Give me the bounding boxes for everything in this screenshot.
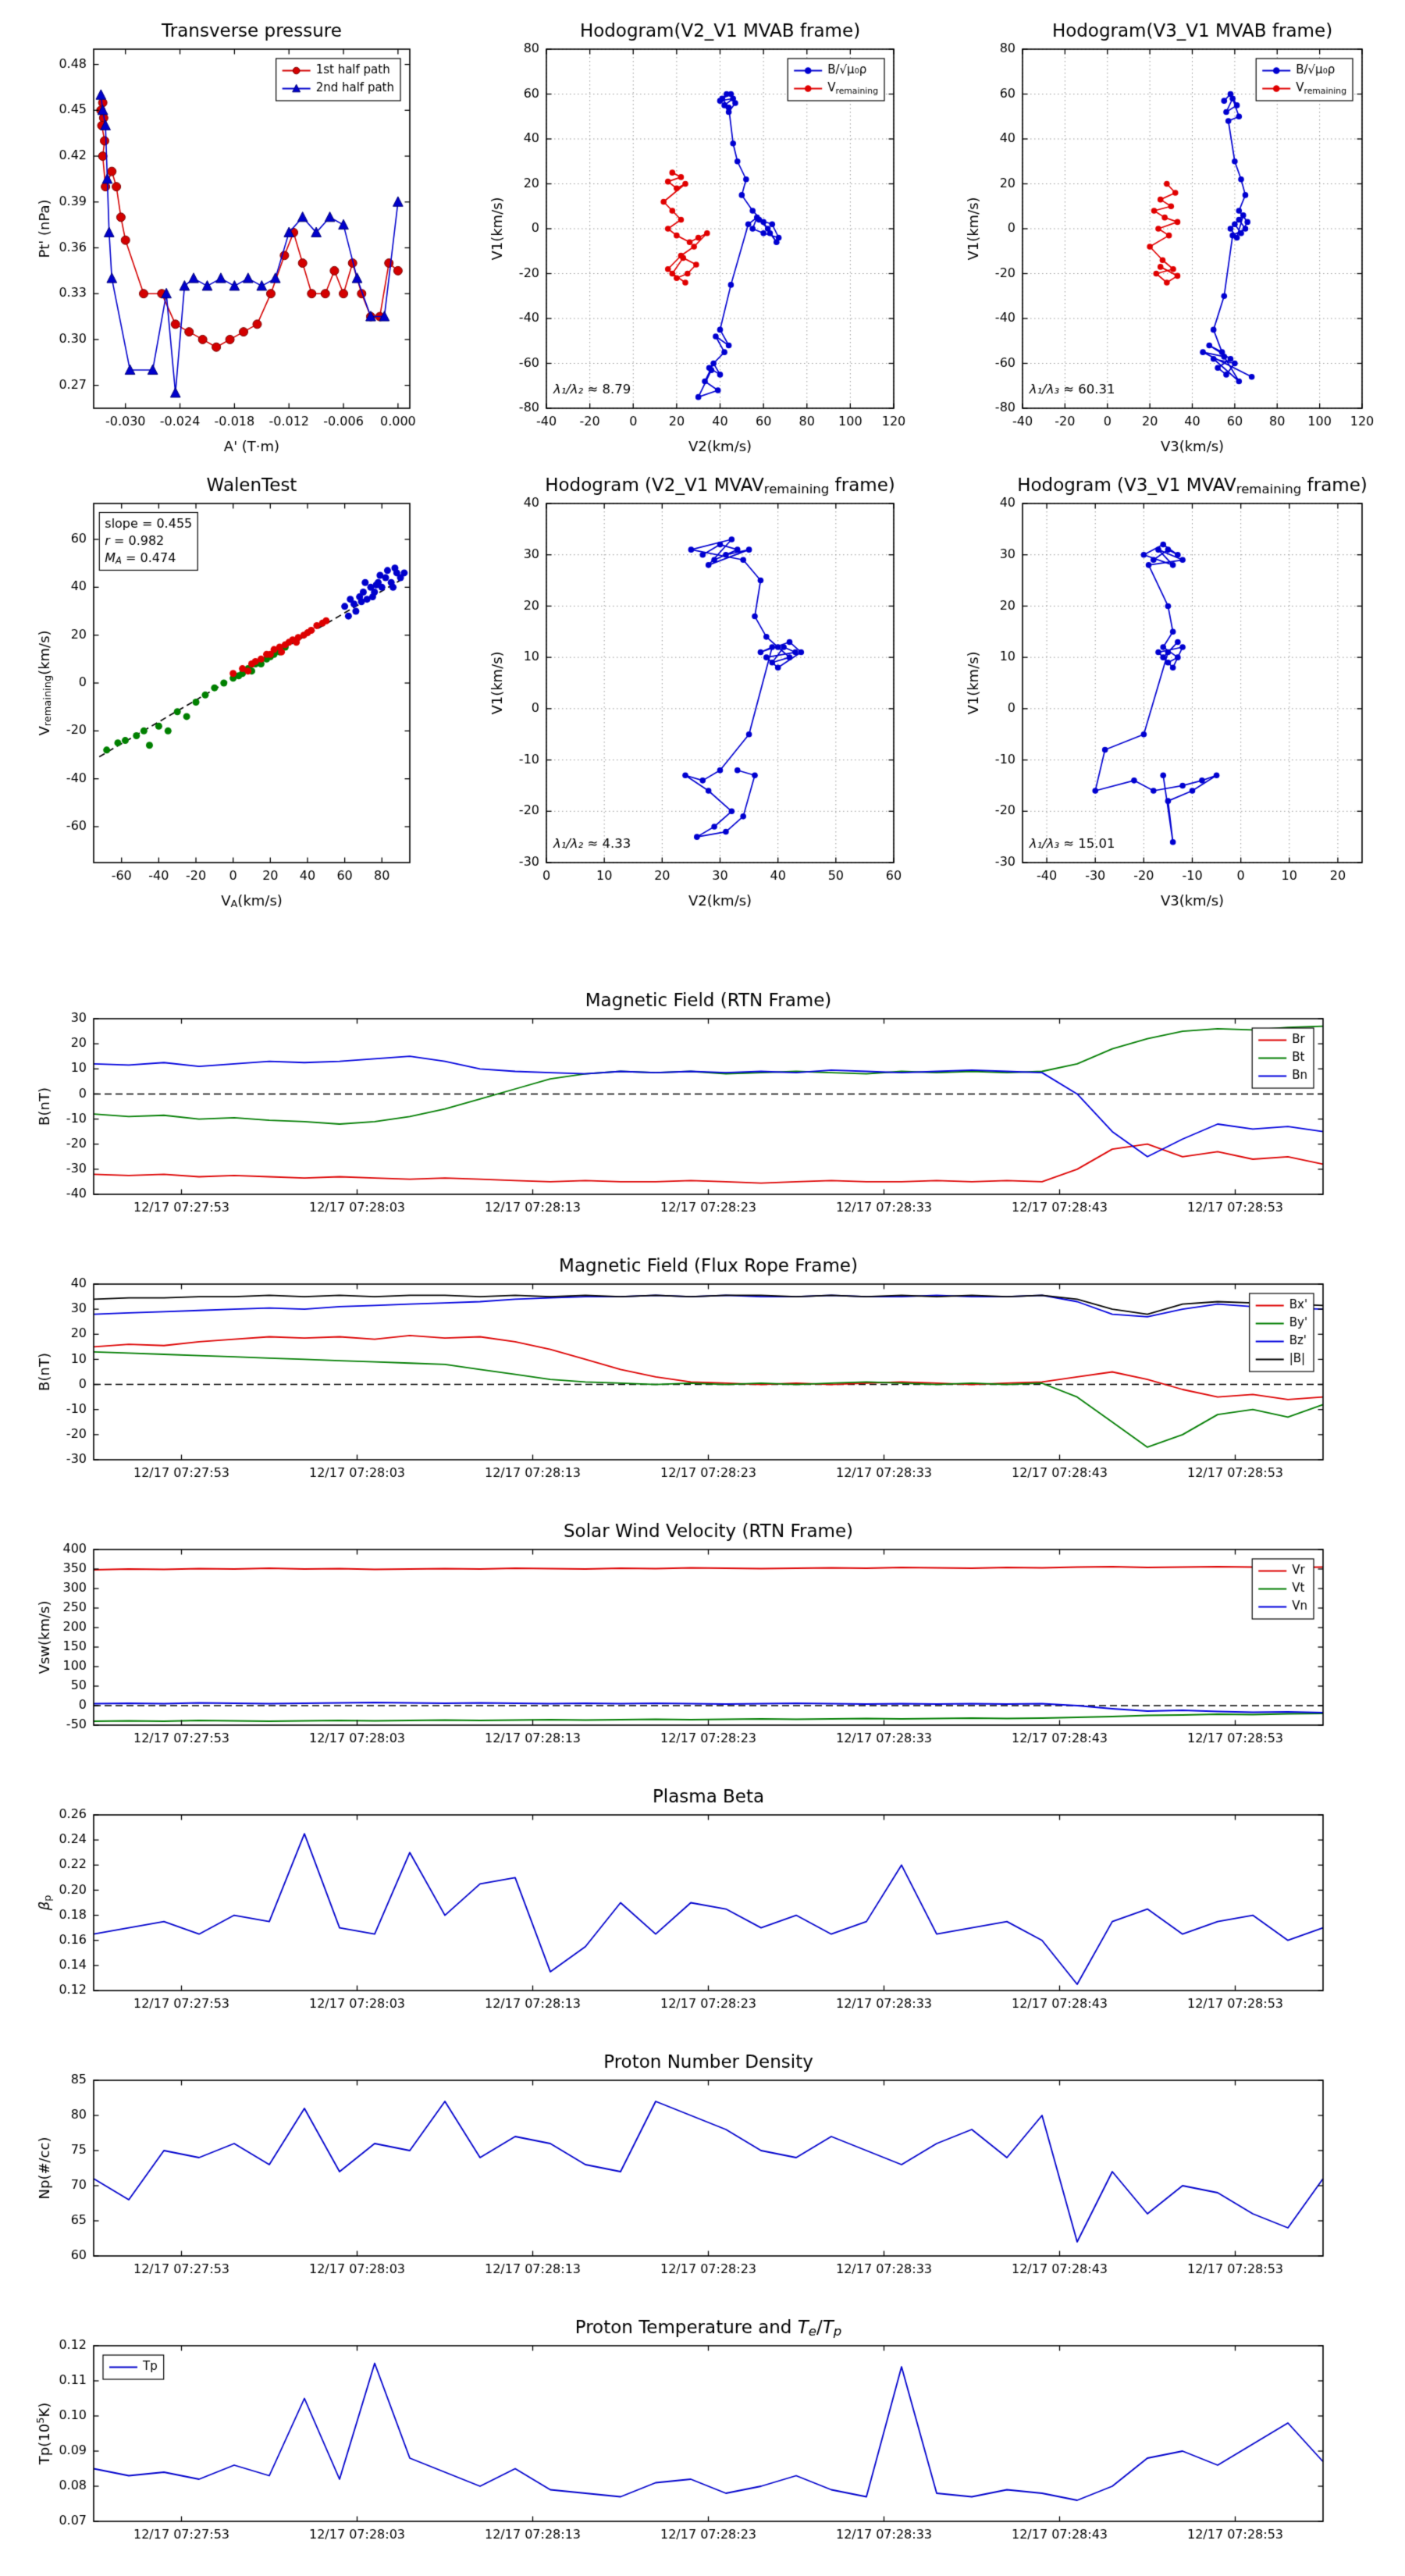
chart-canvas-hodogram-v2v1-mvab xyxy=(468,14,905,467)
panel-hodogram-v3v1-mvav: Hodogram (V3_V1 MVAV_remaining frame) xyxy=(944,468,1374,921)
panel-proton-temperature: Proton Temperature and Te/Tp xyxy=(16,2307,1389,2564)
panel-bfield-rtn: Magnetic Field (RTN Frame) xyxy=(16,980,1389,1237)
chart-canvas-transverse-pressure xyxy=(16,14,422,467)
chart-canvas-vsw-rtn xyxy=(16,1510,1389,1768)
chart-canvas-bfield-flux-rope xyxy=(16,1245,1389,1503)
chart-canvas-proton-density xyxy=(16,2041,1389,2299)
panel-transverse-pressure: Transverse pressure xyxy=(16,14,422,467)
panel-hodogram-v2v1-mvav: Hodogram (V2_V1 MVAV_remaining frame) xyxy=(468,468,905,921)
chart-canvas-hodogram-v3v1-mvab xyxy=(944,14,1374,467)
chart-canvas-proton-temperature xyxy=(16,2307,1389,2564)
panel-vsw-rtn: Solar Wind Velocity (RTN Frame) xyxy=(16,1510,1389,1768)
chart-canvas-plasma-beta xyxy=(16,1776,1389,2033)
chart-canvas-hodogram-v3v1-mvav xyxy=(944,468,1374,921)
panel-proton-density: Proton Number Density xyxy=(16,2041,1389,2299)
chart-canvas-walen-test xyxy=(16,468,422,921)
panel-walen-test: WalenTest xyxy=(16,468,422,921)
panel-bfield-flux-rope: Magnetic Field (Flux Rope Frame) xyxy=(16,1245,1389,1503)
panel-hodogram-v2v1-mvab: Hodogram(V2_V1 MVAB frame) xyxy=(468,14,905,467)
panel-plasma-beta: Plasma Beta xyxy=(16,1776,1389,2033)
panel-hodogram-v3v1-mvab: Hodogram(V3_V1 MVAB frame) xyxy=(944,14,1374,467)
chart-canvas-hodogram-v2v1-mvav xyxy=(468,468,905,921)
chart-canvas-bfield-rtn xyxy=(16,980,1389,1237)
